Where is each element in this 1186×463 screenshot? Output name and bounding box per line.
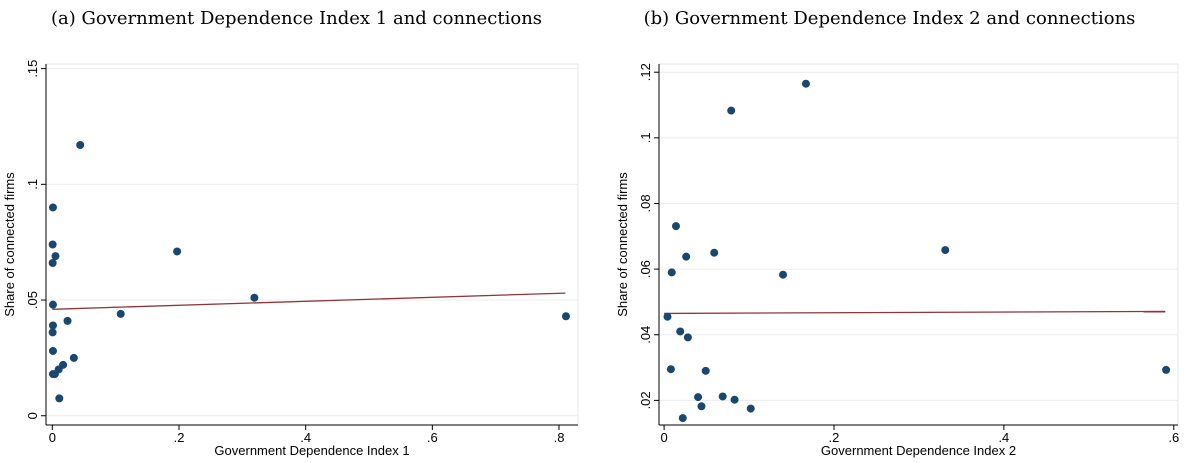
y-tick-label: .1 [638, 132, 653, 143]
data-point [671, 222, 680, 231]
x-tick-label: 0 [660, 430, 667, 445]
data-point [746, 404, 755, 413]
data-point [48, 346, 57, 355]
panel-a-caption: (a) Government Dependence Index 1 and co… [50, 8, 543, 29]
data-point [69, 353, 78, 362]
y-tick-label: 0 [25, 412, 40, 419]
x-tick-label: .8 [554, 430, 565, 445]
y-axis-label: Share of connected firms [615, 172, 630, 317]
data-point [48, 203, 57, 212]
chart-b-svg: 0 .2 .4 .6 .02 .04 .06 .08 .1 .12 Government Depen… [615, 63, 1179, 458]
x-tick-label: .2 [174, 430, 185, 445]
y-tick-label: .15 [25, 60, 40, 78]
y-tick-label: .05 [25, 291, 40, 309]
y-axis-label: Share of connected firms [2, 172, 17, 317]
data-point [941, 246, 950, 255]
data-point [116, 309, 125, 318]
plot-region-border [658, 63, 1179, 426]
panel-a: (a) Government Dependence Index 1 and co… [2, 8, 579, 458]
data-point [48, 370, 57, 379]
data-point [694, 393, 703, 402]
data-point [666, 365, 675, 374]
data-point [667, 268, 676, 277]
chart-a-svg: 0 .2 .4 .6 .8 0 .05 .1 .15 Government Dependence … [2, 60, 579, 458]
panel-b: (b) Government Dependence Index 2 and co… [593, 0, 1186, 463]
data-point [727, 106, 736, 115]
data-point [730, 395, 739, 404]
data-point [250, 293, 259, 302]
data-point [701, 366, 710, 375]
data-point [710, 248, 719, 257]
data-point [683, 333, 692, 342]
y-tick-label: .02 [638, 391, 653, 409]
fit-line [52, 292, 566, 310]
y-tick-label: .12 [638, 63, 653, 81]
data-point [678, 414, 687, 423]
data-point [173, 247, 182, 256]
x-tick-label: .6 [427, 430, 438, 445]
data-point [779, 270, 788, 279]
fit-line [664, 310, 1166, 315]
data-point [76, 140, 85, 149]
y-tick-label: .08 [638, 194, 653, 212]
data-point [48, 321, 57, 330]
data-point [48, 259, 57, 268]
data-point [561, 312, 570, 321]
data-point [682, 252, 691, 261]
data-point [51, 252, 60, 261]
x-axis-label: Government Dependence Index 2 [821, 443, 1016, 458]
y-tick-label: .04 [638, 326, 653, 344]
data-point [55, 394, 64, 403]
data-point [63, 316, 72, 325]
data-point [48, 328, 57, 337]
x-tick-label: .4 [300, 430, 311, 445]
y-tick-label: .1 [25, 179, 40, 190]
data-point [718, 392, 727, 401]
data-point [676, 327, 685, 336]
x-tick-label: .2 [829, 430, 840, 445]
data-point [48, 240, 57, 249]
data-point [801, 79, 810, 88]
plot-region-border [45, 63, 579, 426]
panel-b-caption: (b) Government Dependence Index 2 and co… [643, 8, 1136, 29]
data-point [48, 300, 57, 309]
x-tick-label: 0 [49, 430, 56, 445]
data-point [697, 402, 706, 411]
data-point [663, 312, 672, 321]
x-axis-label: Government Dependence Index 1 [214, 443, 409, 458]
x-tick-label: .6 [1168, 430, 1179, 445]
x-tick-label: .4 [998, 430, 1009, 445]
data-point [1162, 365, 1171, 374]
y-tick-label: .06 [638, 260, 653, 278]
